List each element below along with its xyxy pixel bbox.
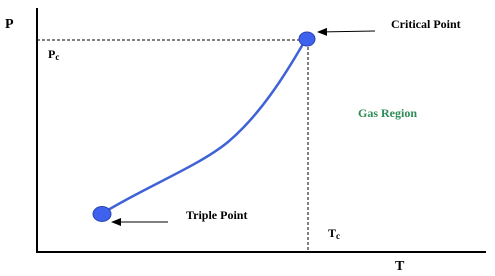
triple-point-marker: [92, 206, 112, 222]
pc-main: P: [48, 47, 55, 61]
y-axis-label: P: [5, 17, 14, 32]
triple-point-label: Triple Point: [186, 208, 247, 222]
critical-point-marker: [298, 31, 316, 47]
critical-arrow: [317, 27, 376, 36]
tc-sub: c: [336, 231, 340, 241]
tc-label: Tc: [328, 226, 340, 241]
x-axis-label: T: [395, 259, 405, 274]
pc-sub: c: [55, 52, 59, 62]
tc-main: T: [328, 226, 336, 240]
critical-point-label: Critical Point: [391, 17, 461, 31]
pc-label: Pc: [48, 47, 59, 62]
gas-region-label: Gas Region: [358, 106, 417, 120]
sublimation-curve: [107, 43, 305, 212]
